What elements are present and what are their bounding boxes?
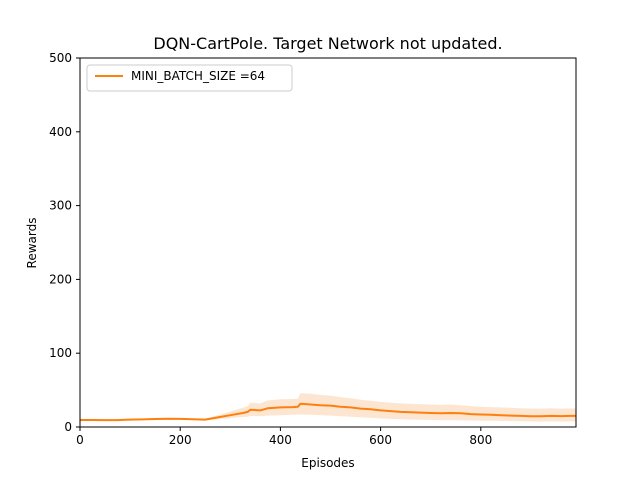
axes-frame <box>79 57 577 428</box>
y-tick-label: 400 <box>49 125 72 139</box>
series-line <box>80 402 576 422</box>
x-tick-label: 800 <box>469 433 492 447</box>
confidence-band <box>80 393 576 422</box>
x-tick-label: 600 <box>369 433 392 447</box>
y-tick-label: 200 <box>49 272 72 286</box>
y-tick-label: 300 <box>49 199 72 213</box>
legend-label: MINI_BATCH_SIZE =64 <box>131 69 265 83</box>
y-axis-label: Rewards <box>25 218 39 269</box>
legend-box <box>86 64 293 92</box>
y-tick-label: 0 <box>64 420 72 434</box>
x-tick-label: 0 <box>76 433 84 447</box>
x-tick-label: 400 <box>269 433 292 447</box>
y-axis: 0 100 200 300 400 500 <box>49 51 80 434</box>
y-tick-label: 100 <box>49 346 72 360</box>
legend: MINI_BATCH_SIZE =64 <box>86 64 293 92</box>
chart-title: DQN-CartPole. Target Network not updated… <box>153 34 502 53</box>
plot-area <box>80 393 576 422</box>
x-axis-label: Episodes <box>301 456 354 470</box>
x-axis: 0 200 400 600 800 <box>76 427 492 447</box>
y-tick-label: 500 <box>49 51 72 65</box>
x-tick-label: 200 <box>169 433 192 447</box>
